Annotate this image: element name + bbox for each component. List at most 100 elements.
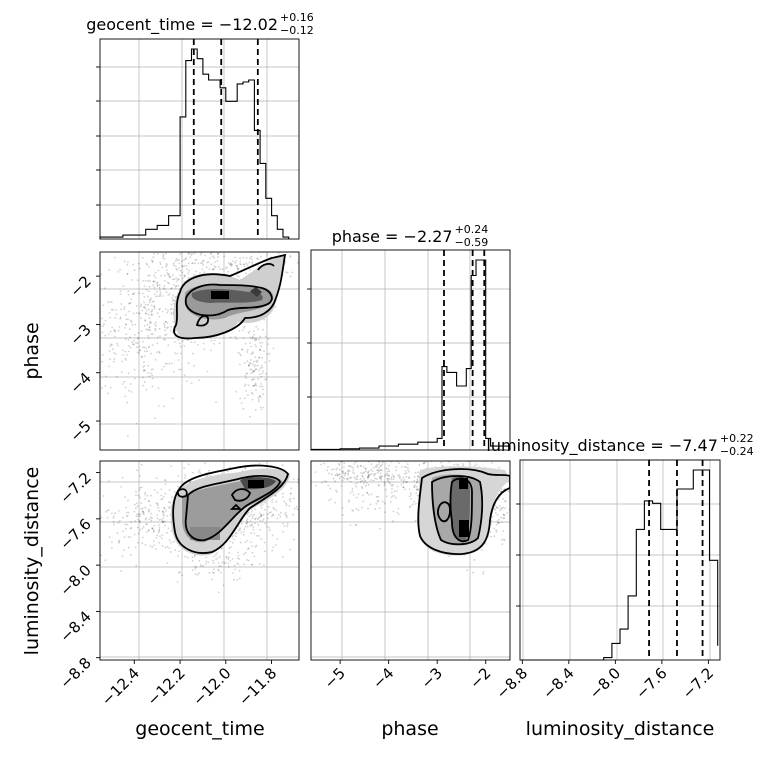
scatter-sample	[392, 510, 395, 513]
scatter-sample	[87, 319, 89, 321]
scatter-sample	[147, 313, 150, 316]
scatter-sample	[277, 513, 280, 516]
scatter-sample	[504, 507, 506, 510]
scatter-sample	[502, 498, 505, 500]
scatter-sample	[330, 498, 332, 500]
scatter-sample	[349, 480, 352, 483]
scatter-sample	[349, 477, 352, 479]
scatter-sample	[128, 389, 130, 392]
scatter-sample	[300, 465, 302, 467]
scatter-sample	[345, 457, 347, 459]
scatter-sample	[162, 510, 164, 513]
scatter-sample	[234, 535, 237, 538]
scatter-sample	[164, 334, 167, 336]
scatter-sample	[156, 514, 159, 516]
scatter-sample	[279, 511, 282, 514]
scatter-sample	[254, 368, 257, 371]
scatter-sample	[407, 467, 409, 469]
scatter-sample	[432, 455, 434, 457]
scatter-sample	[150, 519, 153, 522]
scatter-sample	[112, 520, 115, 523]
scatter-sample	[238, 577, 241, 580]
scatter-sample	[108, 365, 111, 368]
scatter-sample	[296, 499, 298, 501]
scatter-sample	[185, 257, 187, 260]
scatter-sample	[161, 257, 164, 259]
scatter-sample	[370, 468, 373, 471]
scatter-sample	[249, 268, 251, 271]
scatter-sample	[155, 536, 158, 539]
scatter-sample	[145, 288, 148, 291]
scatter-sample	[200, 565, 203, 568]
scatter-sample	[291, 271, 294, 274]
scatter-sample	[355, 508, 358, 510]
scatter-sample	[146, 494, 149, 497]
scatter-sample	[135, 422, 138, 425]
scatter-sample	[237, 551, 239, 554]
scatter-sample	[150, 297, 152, 300]
scatter-sample	[357, 493, 360, 495]
scatter-sample	[122, 516, 124, 519]
scatter-sample	[156, 534, 159, 537]
scatter-sample	[267, 343, 270, 345]
scatter-sample	[395, 497, 398, 499]
scatter-sample	[218, 342, 221, 345]
scatter-sample	[163, 506, 166, 509]
scatter-sample	[252, 351, 254, 354]
scatter-sample	[125, 511, 128, 514]
scatter-sample	[481, 549, 483, 551]
scatter-sample	[131, 323, 134, 326]
scatter-sample	[192, 274, 195, 276]
scatter-sample	[380, 479, 383, 481]
scatter-sample	[172, 262, 175, 265]
scatter-sample	[393, 490, 396, 492]
scatter-sample	[152, 280, 155, 283]
scatter-sample	[124, 314, 127, 316]
scatter-sample	[190, 240, 192, 242]
scatter-sample	[423, 462, 425, 465]
scatter-sample	[362, 500, 365, 503]
scatter-sample	[493, 535, 496, 538]
scatter-sample	[338, 473, 341, 476]
scatter-sample	[210, 253, 212, 255]
scatter-sample	[206, 370, 209, 373]
scatter-sample	[229, 262, 232, 264]
scatter-sample	[395, 466, 398, 468]
scatter-sample	[192, 352, 194, 355]
scatter-sample	[199, 472, 202, 474]
scatter-sample	[390, 483, 392, 486]
scatter-sample	[216, 557, 219, 559]
scatter-sample	[257, 377, 260, 380]
scatter-sample	[466, 569, 469, 572]
scatter-sample	[88, 321, 90, 323]
scatter-sample	[136, 351, 139, 354]
scatter-sample	[244, 467, 247, 470]
scatter-sample	[130, 554, 132, 556]
scatter-sample	[393, 476, 395, 478]
scatter-sample	[283, 525, 286, 527]
scatter-sample	[142, 512, 145, 514]
scatter-sample	[349, 476, 352, 479]
scatter-sample	[258, 400, 260, 403]
scatter-sample	[128, 302, 131, 305]
scatter-sample	[336, 474, 339, 477]
scatter-sample	[491, 455, 493, 457]
scatter-sample	[405, 475, 408, 478]
scatter-sample	[369, 473, 372, 476]
scatter-sample	[366, 492, 369, 494]
scatter-sample	[168, 489, 171, 491]
scatter-sample	[361, 485, 363, 488]
scatter-sample	[289, 500, 292, 503]
scatter-sample	[409, 492, 412, 494]
scatter-sample	[134, 546, 137, 549]
scatter-sample	[125, 527, 127, 530]
scatter-sample	[98, 556, 100, 558]
scatter-sample	[263, 350, 265, 353]
scatter-sample	[223, 562, 226, 565]
scatter-sample	[151, 517, 153, 520]
scatter-sample	[502, 530, 505, 532]
scatter-sample	[113, 352, 115, 354]
scatter-sample	[144, 279, 147, 282]
scatter-sample	[222, 246, 224, 248]
scatter-sample	[376, 464, 378, 466]
